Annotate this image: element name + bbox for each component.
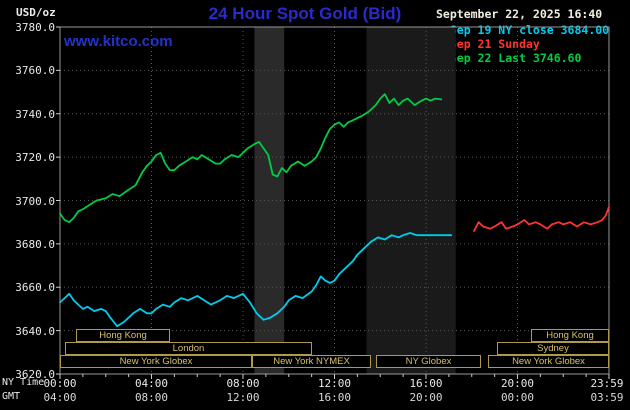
x-axis-label-ny: 23:59 [590,377,624,390]
series-line-sep19-ny-close [59,232,453,328]
x-axis-label-gmt: 00:00 [500,391,535,404]
y-axis-label: 3780.0 [15,21,55,34]
series-line-sep22-last [59,93,443,224]
y-axis-unit-label: USD/oz [16,6,56,19]
chart-title: 24 Hour Spot Gold (Bid) [208,4,402,23]
session-box-new-york-nymex: New York NYMEX [252,355,371,368]
x-axis-label-ny: 16:00 [409,377,443,390]
session-box-london: London [65,342,312,355]
chart-timestamp: September 22, 2025 16:40 [436,7,603,21]
legend-entry-sep22-last: - Sep 22 Last 3746.60 [436,51,582,65]
session-box-new-york-globex: New York Globex [488,355,609,368]
y-axis-label: 3640.0 [15,324,55,338]
x-axis-label-ny: 08:00 [226,377,260,390]
y-axis-label: 3760.0 [15,64,55,78]
x-axis-label-gmt: 04:00 [43,391,77,404]
y-axis-label: 3720.0 [15,151,55,165]
y-axis-label: 3740.0 [15,107,55,121]
session-box-sydney: Sydney [497,342,609,355]
legend-entry-sep21-sunday: - Sep 21 Sunday [436,37,540,51]
x-axis-label-ny: 12:00 [317,377,352,390]
y-axis-label: 3700.0 [15,194,55,208]
x-axis-label-gmt: 12:00 [226,391,260,404]
gmt-axis-label: GMT [2,391,21,402]
shaded-band-0 [254,27,285,374]
y-axis-label: 3660.0 [15,281,55,295]
series-line-sep21-sunday [473,206,610,232]
session-box-ny-globex: NY Globex [376,355,481,368]
kitco-watermark-link[interactable]: www.kitco.com [64,33,173,50]
y-axis-label: 3680.0 [15,237,55,251]
x-axis-label-gmt: 03:59 [590,391,624,404]
x-axis-label-ny: 20:00 [500,377,535,390]
x-axis-label-gmt: 16:00 [317,391,352,404]
x-axis-label-ny: 04:00 [134,377,169,390]
x-axis-label-gmt: 08:00 [134,391,169,404]
y-axis-label: 3620.0 [15,368,55,381]
session-box-hong-kong: Hong Kong [531,329,609,342]
shaded-band-1 [366,27,456,374]
session-box-hong-kong: Hong Kong [76,329,170,342]
x-axis-label-ny: 00:00 [43,377,77,390]
x-axis-label-gmt: 20:00 [409,391,443,404]
ny-time-axis-label: NY Time [2,377,45,388]
session-box-new-york-globex: New York Globex [60,355,252,368]
